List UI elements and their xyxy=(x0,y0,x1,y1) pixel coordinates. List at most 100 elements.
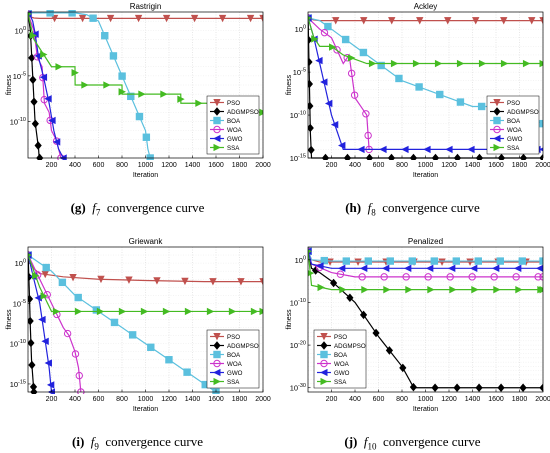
marker-ssa xyxy=(434,59,443,68)
marker-woa xyxy=(333,46,341,54)
x-tick-label: 1600 xyxy=(208,396,224,403)
x-axis-label: Iteration xyxy=(133,406,158,413)
x-tick-label: 800 xyxy=(396,162,408,169)
marker-ssa xyxy=(259,108,263,117)
marker-gwo xyxy=(44,359,52,367)
marker-ssa xyxy=(32,272,40,280)
marker-pso xyxy=(466,258,474,266)
x-tick-label: 1600 xyxy=(488,396,504,403)
marker-adgmpso xyxy=(519,153,528,160)
marker-pso xyxy=(218,14,227,23)
marker-ssa xyxy=(390,59,399,68)
marker-boa xyxy=(74,293,82,302)
marker-adgmpso xyxy=(312,266,320,275)
marker-boa xyxy=(128,331,137,339)
chart-title: Ackley xyxy=(414,2,438,11)
y-axis-label: fitness xyxy=(6,309,13,330)
marker-boa xyxy=(377,61,385,70)
chart-panel-rastrigin: 200 400 600 800 1000 1200 1400 1600 1800 2000 100 1… xyxy=(6,2,271,179)
x-tick-label: 800 xyxy=(116,396,128,403)
marker-adgmpso xyxy=(321,153,330,160)
marker-woa xyxy=(336,270,345,278)
marker-pso xyxy=(360,17,368,25)
marker-ssa xyxy=(29,31,37,40)
legend-label-gwo: GWO xyxy=(227,370,243,377)
y-tick-label: 10-20 xyxy=(290,341,306,351)
legend-marker-adgmpso xyxy=(320,341,328,350)
marker-ssa xyxy=(515,285,523,294)
marker-boa xyxy=(364,257,372,265)
x-tick-label: 200 xyxy=(46,396,58,403)
x-tick-label: 1400 xyxy=(465,396,481,403)
x-tick-label: 1200 xyxy=(161,162,177,169)
marker-gwo xyxy=(539,147,543,152)
marker-ssa xyxy=(250,307,259,316)
legend-marker-woa xyxy=(320,359,328,368)
marker-adgmpso xyxy=(409,153,418,160)
marker-gwo xyxy=(48,116,56,125)
marker-gwo xyxy=(467,145,475,154)
legend-label-pso: PSO xyxy=(507,100,520,107)
legend-label-adgmpso: ADGMPSO xyxy=(334,343,366,350)
marker-adgmpso xyxy=(539,383,543,393)
marker-adgmpso xyxy=(308,57,313,67)
marker-adgmpso xyxy=(497,153,506,160)
x-tick-label: 1000 xyxy=(138,396,154,403)
x-tick-label: 1400 xyxy=(185,396,201,403)
legend: PSO ADGMPSO BOA WOA GWO SSA xyxy=(313,329,367,389)
marker-ssa xyxy=(160,90,168,98)
legend-marker-gwo xyxy=(213,368,221,377)
marker-boa xyxy=(341,35,350,44)
legend-label-pso: PSO xyxy=(334,334,347,341)
marker-woa xyxy=(512,273,520,281)
legend-label-adgmpso: ADGMPSO xyxy=(227,343,259,350)
marker-ssa xyxy=(71,69,79,77)
marker-ssa xyxy=(55,63,63,71)
marker-pso xyxy=(354,258,362,266)
legend-marker-adgmpso xyxy=(493,107,501,116)
marker-ssa xyxy=(368,59,377,68)
legend: PSO ADGMPSO BOA WOA GWO SSA xyxy=(206,329,260,389)
marker-adgmpso xyxy=(475,383,483,393)
legend-marker-pso xyxy=(213,332,221,341)
legend-marker-gwo xyxy=(320,368,328,377)
y-tick-label: 10-5 xyxy=(13,71,26,81)
marker-gwo xyxy=(324,99,333,108)
marker-pso xyxy=(444,17,452,25)
legend-label-ssa: SSA xyxy=(334,379,347,386)
chart-title: Rastrigin xyxy=(130,2,162,11)
marker-boa xyxy=(165,356,173,364)
legend-label-gwo: GWO xyxy=(507,136,523,143)
marker-woa xyxy=(380,273,388,281)
marker-ssa xyxy=(103,81,111,89)
marker-adgmpso xyxy=(308,145,315,155)
marker-ssa xyxy=(361,285,369,294)
x-tick-label: 600 xyxy=(93,396,105,403)
legend-box xyxy=(206,95,260,155)
marker-pso xyxy=(259,14,263,23)
marker-woa xyxy=(424,273,432,281)
marker-pso xyxy=(69,273,77,282)
legend-label-woa: WOA xyxy=(334,361,350,368)
marker-boa xyxy=(89,14,97,22)
marker-boa xyxy=(436,90,444,99)
marker-gwo xyxy=(513,264,522,273)
legend-label-boa: BOA xyxy=(334,352,348,359)
marker-adgmpso xyxy=(385,346,394,355)
series-boa xyxy=(28,251,220,394)
marker-pso xyxy=(539,17,543,25)
legend: PSO ADGMPSO BOA WOA GWO SSA xyxy=(206,95,260,155)
x-tick-label: 1800 xyxy=(232,396,248,403)
chart-title: Griewank xyxy=(129,237,164,246)
marker-pso xyxy=(472,17,480,25)
y-tick-label: 10-30 xyxy=(290,383,306,393)
marker-boa xyxy=(518,257,526,265)
caption-i: (i) f9 convergence curve xyxy=(72,434,203,452)
legend-marker-woa xyxy=(213,359,221,368)
marker-boa xyxy=(408,257,416,265)
legend-marker-pso xyxy=(213,99,221,107)
y-axis-label: fitness xyxy=(286,74,293,95)
marker-boa xyxy=(452,257,460,265)
marker-boa xyxy=(109,52,118,60)
